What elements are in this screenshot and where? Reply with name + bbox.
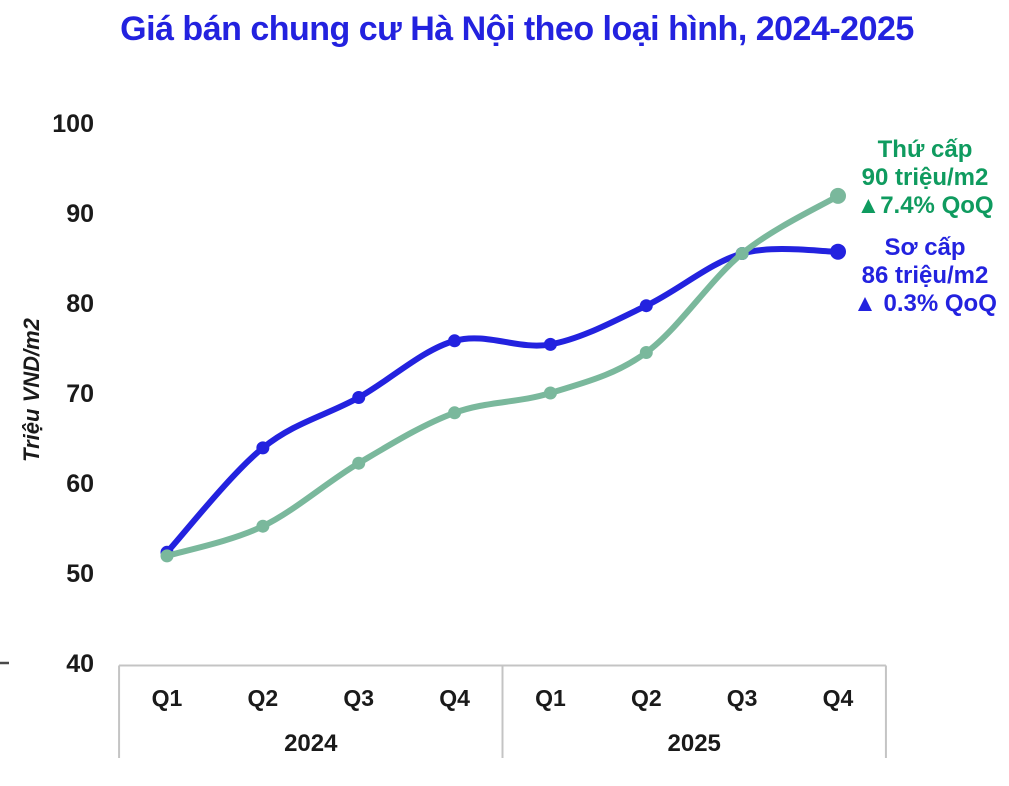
y-tick-label: 60	[66, 470, 94, 498]
y-tick-label: 80	[66, 290, 94, 318]
marker-thu-cap	[448, 406, 462, 420]
annotation-secondary-qoq: ▲7.4% QoQ	[856, 192, 994, 219]
annotation-secondary-value: 90 triệu/m2	[861, 164, 989, 191]
marker-thu-cap	[830, 187, 846, 204]
x-tick-label: Q1	[152, 685, 183, 711]
y-tick-label: 40	[66, 650, 94, 678]
x-tick-label: Q3	[343, 685, 374, 711]
annotation-primary-value: 86 triệu/m2	[861, 262, 989, 289]
y-tick-label: 50	[66, 560, 94, 588]
page-title: Giá bán chung cư Hà Nội theo loại hình, …	[120, 10, 914, 48]
marker-so-cap	[639, 299, 653, 313]
marker-so-cap	[256, 441, 270, 455]
x-tick-label: Q4	[439, 685, 470, 711]
marker-thu-cap	[256, 519, 270, 533]
annotation-primary: Sơ cấp 86 triệu/m2 ▲ 0.3% QoQ	[840, 234, 1009, 318]
marker-so-cap	[352, 391, 366, 404]
y-tick-label: 100	[52, 110, 94, 138]
marker-thu-cap	[543, 386, 557, 400]
annotation-secondary: Thứ cấp 90 triệu/m2 ▲7.4% QoQ	[840, 136, 1009, 220]
marker-so-cap	[830, 243, 846, 260]
year-group-label: 2024	[284, 730, 338, 757]
annotation-primary-name: Sơ cấp	[884, 234, 966, 261]
marker-thu-cap	[735, 247, 749, 260]
annotation-secondary-name: Thứ cấp	[877, 136, 973, 163]
x-tick-label: Q2	[248, 685, 279, 711]
marker-thu-cap	[639, 346, 653, 359]
marker-so-cap	[543, 337, 557, 351]
line-thu-cap	[164, 192, 841, 559]
y-tick-label: 70	[66, 380, 94, 408]
x-tick-label: Q1	[535, 685, 566, 711]
x-tick-label: Q4	[823, 685, 854, 711]
year-group-label: 2025	[668, 730, 721, 757]
x-tick-label: Q3	[727, 685, 758, 711]
marker-thu-cap	[160, 549, 174, 563]
marker-so-cap	[448, 334, 462, 348]
annotation-primary-qoq: ▲ 0.3% QoQ	[853, 290, 997, 317]
marker-thu-cap	[352, 456, 366, 470]
y-tick-label: 90	[66, 200, 94, 228]
x-tick-label: Q2	[631, 685, 662, 711]
